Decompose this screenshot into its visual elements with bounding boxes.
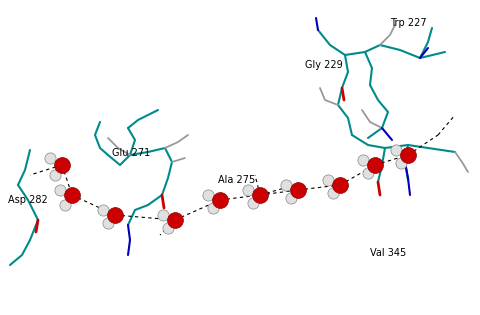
- Point: [371, 163, 379, 168]
- Point: [329, 191, 337, 196]
- Point: [359, 158, 367, 163]
- Point: [99, 208, 107, 213]
- Point: [249, 200, 257, 205]
- Point: [209, 205, 217, 210]
- Point: [56, 187, 64, 192]
- Point: [244, 187, 252, 192]
- Point: [364, 170, 372, 175]
- Point: [111, 213, 119, 218]
- Point: [51, 173, 59, 178]
- Point: [61, 203, 69, 208]
- Text: Trp 227: Trp 227: [390, 18, 427, 28]
- Point: [324, 177, 332, 182]
- Point: [164, 226, 172, 231]
- Point: [216, 198, 224, 203]
- Point: [336, 182, 344, 187]
- Point: [68, 192, 76, 198]
- Point: [171, 217, 179, 222]
- Text: Val 345: Val 345: [370, 248, 406, 258]
- Point: [282, 182, 290, 187]
- Point: [58, 163, 66, 168]
- Point: [404, 152, 412, 158]
- Point: [159, 213, 167, 218]
- Text: Glu 271: Glu 271: [112, 148, 150, 158]
- Point: [287, 196, 295, 201]
- Point: [204, 192, 212, 198]
- Point: [46, 156, 54, 161]
- Point: [397, 160, 405, 165]
- Text: Asp 282: Asp 282: [8, 195, 48, 205]
- Point: [256, 192, 264, 198]
- Point: [294, 187, 302, 192]
- Point: [104, 220, 112, 226]
- Text: Gly 229: Gly 229: [305, 60, 343, 70]
- Text: Ala 275: Ala 275: [218, 175, 255, 185]
- Point: [392, 147, 400, 152]
